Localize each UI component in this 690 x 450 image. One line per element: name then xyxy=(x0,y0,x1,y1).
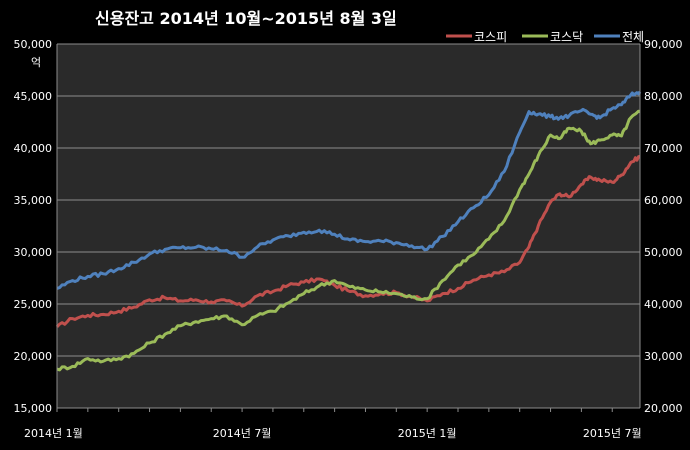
chart-title: 신용잔고 2014년 10월~2015년 8월 3일 xyxy=(95,9,397,28)
left-axis-unit-label: 억 xyxy=(31,56,41,69)
series-line-2 xyxy=(56,109,641,372)
left-y-tick-label: 45,000 xyxy=(14,90,53,103)
right-y-tick-label: 50,000 xyxy=(644,246,683,259)
x-tick-label: 2015년 7월 xyxy=(583,427,642,440)
right-y-tick-label: 30,000 xyxy=(644,350,683,363)
left-y-tick-label: 25,000 xyxy=(14,298,53,311)
left-y-tick-label: 30,000 xyxy=(14,246,53,259)
right-y-tick-label: 90,000 xyxy=(644,38,683,51)
series-line-1 xyxy=(55,154,641,328)
x-tick-label: 2014년 1월 xyxy=(24,427,83,440)
left-y-tick-label: 20,000 xyxy=(14,350,53,363)
right-y-tick-label: 40,000 xyxy=(644,298,683,311)
right-y-tick-label: 20,000 xyxy=(644,402,683,415)
legend: 코스피 코스닥 전체 xyxy=(446,30,644,44)
left-y-tick-label: 50,000 xyxy=(14,38,53,51)
x-axis: 2014년 1월 2014년 7월 2015년 1월 2015년 7월 xyxy=(24,407,642,440)
x-tick-label: 2015년 1월 xyxy=(398,427,457,440)
legend-label: 전체 xyxy=(622,30,644,44)
left-y-tick-label: 35,000 xyxy=(14,194,53,207)
left-y-axis: 15,000 20,000 25,000 30,000 35,000 40,000 45,0… xyxy=(14,38,58,415)
legend-label: 코스피 xyxy=(474,30,507,44)
left-y-tick-label: 15,000 xyxy=(14,402,53,415)
x-tick-label: 2014년 7월 xyxy=(213,427,272,440)
right-y-tick-label: 60,000 xyxy=(644,194,683,207)
right-y-tick-label: 70,000 xyxy=(644,142,683,155)
plot-area xyxy=(57,44,640,408)
series-line-3 xyxy=(56,90,642,290)
legend-label: 코스닥 xyxy=(550,30,583,44)
left-y-tick-label: 40,000 xyxy=(14,142,53,155)
series-lines xyxy=(55,90,642,372)
right-y-tick-label: 80,000 xyxy=(644,90,683,103)
right-y-axis: 20,000 30,000 40,000 50,000 60,000 70,000 80,0… xyxy=(639,38,683,415)
